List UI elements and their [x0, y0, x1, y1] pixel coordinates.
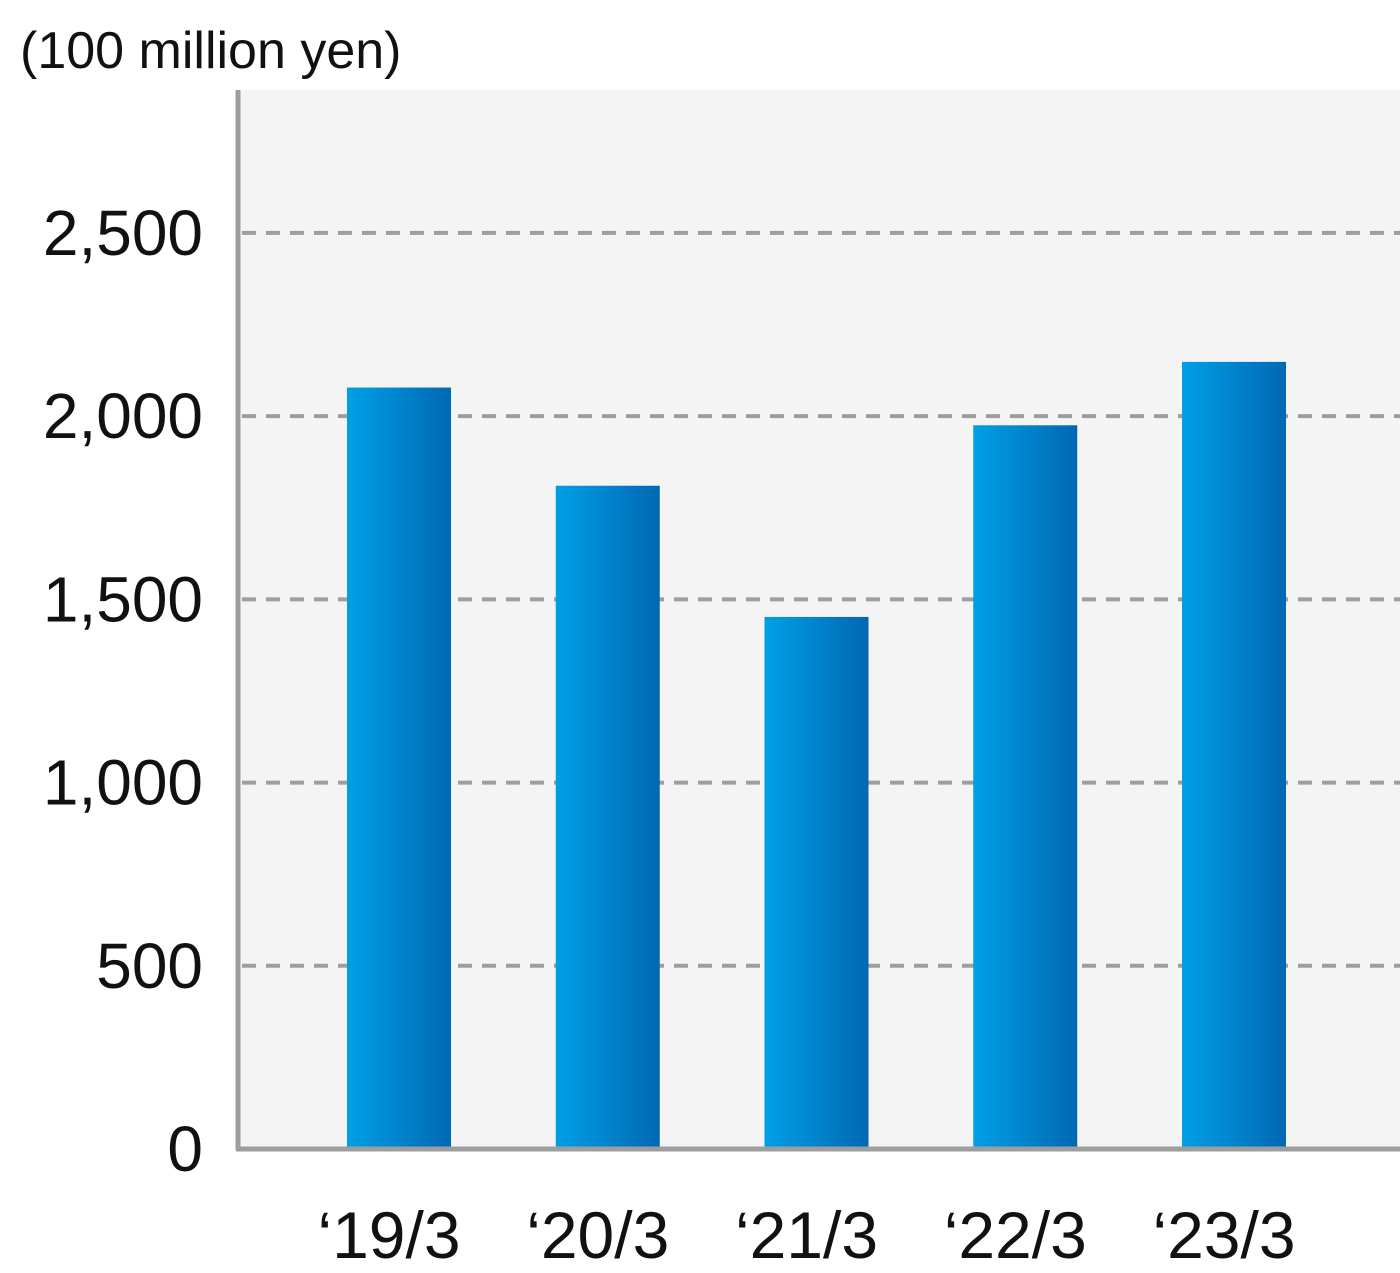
bar [555, 485, 660, 1147]
bar [973, 425, 1078, 1147]
bars [347, 361, 1286, 1147]
y-tick-label: 0 [167, 1113, 203, 1185]
y-tick-labels: 0 500 1,000 1,500 2,000 2,500 [43, 197, 203, 1185]
x-tick-labels: ‘19/3 ‘20/3 ‘21/3 ‘22/3 ‘23/3 [317, 1198, 1295, 1272]
bar [1182, 361, 1286, 1147]
x-tick-label: ‘21/3 [735, 1198, 878, 1272]
y-tick-label: 2,000 [43, 380, 203, 452]
bar [764, 616, 869, 1147]
y-tick-label: 2,500 [43, 197, 203, 269]
x-tick-label: ‘22/3 [944, 1198, 1087, 1272]
x-tick-label: ‘20/3 [526, 1198, 669, 1272]
unit-label: (100 million yen) [20, 22, 402, 80]
y-tick-label: 1,500 [43, 563, 203, 635]
x-tick-label: ‘19/3 [317, 1198, 460, 1272]
bar [347, 387, 451, 1147]
y-tick-label: 500 [96, 930, 203, 1002]
y-tick-label: 1,000 [43, 747, 203, 819]
x-tick-label: ‘23/3 [1152, 1198, 1295, 1272]
